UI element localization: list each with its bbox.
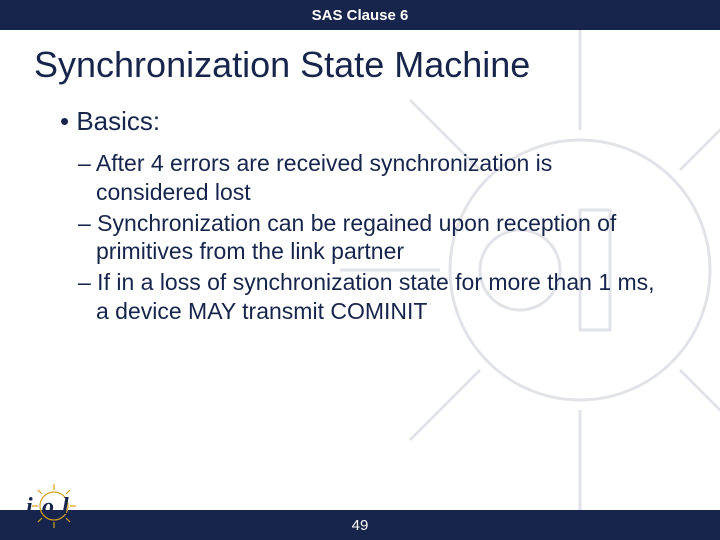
slide-title: Synchronization State Machine bbox=[0, 30, 720, 106]
header-bar: SAS Clause 6 bbox=[0, 0, 720, 30]
iol-logo: i o l bbox=[20, 480, 84, 528]
bullet-level-1: • Basics: bbox=[60, 106, 670, 137]
bullet-level-2: – After 4 errors are received synchroniz… bbox=[60, 149, 670, 207]
svg-text:i: i bbox=[26, 494, 33, 520]
bullet-level-2: – If in a loss of synchronization state … bbox=[60, 268, 670, 326]
content-area: • Basics: – After 4 errors are received … bbox=[0, 106, 720, 326]
svg-text:o: o bbox=[42, 494, 54, 520]
footer-bar: 49 bbox=[0, 510, 720, 540]
header-text: SAS Clause 6 bbox=[312, 7, 409, 24]
svg-text:l: l bbox=[62, 494, 69, 520]
page-number: 49 bbox=[352, 517, 369, 534]
bullet-level-2: – Synchronization can be regained upon r… bbox=[60, 209, 670, 267]
